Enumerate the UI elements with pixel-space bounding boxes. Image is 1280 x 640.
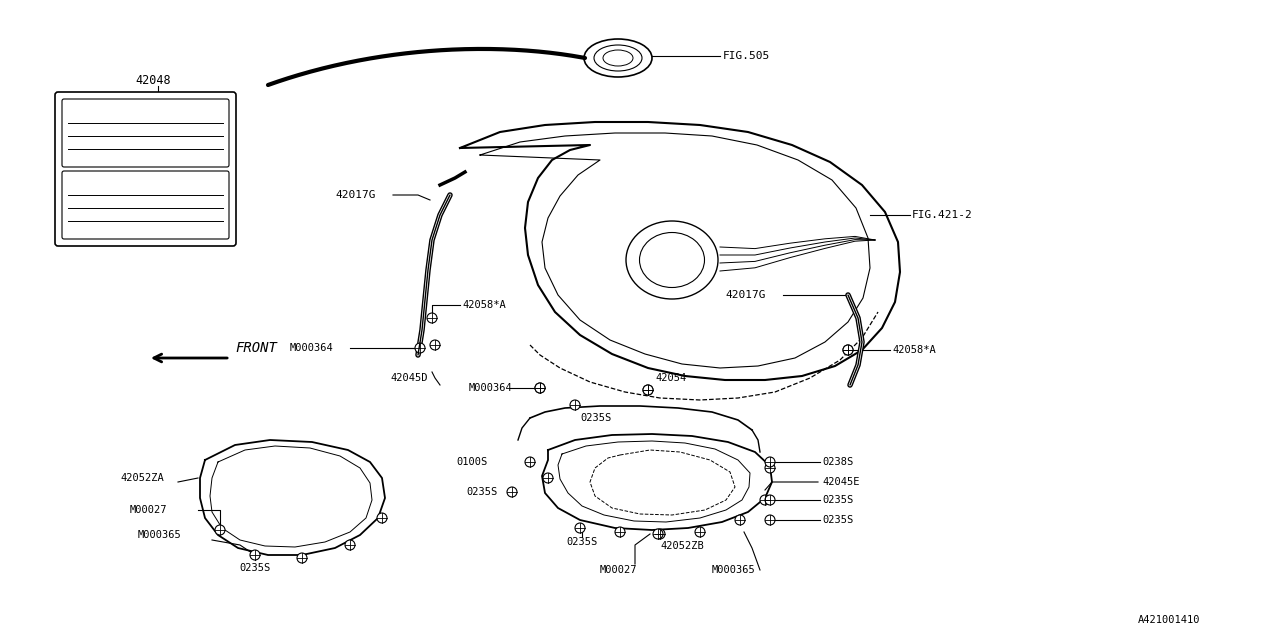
Ellipse shape: [584, 39, 652, 77]
Circle shape: [570, 400, 580, 410]
Text: M000365: M000365: [138, 530, 182, 540]
Text: 0235S: 0235S: [467, 487, 498, 497]
Circle shape: [378, 513, 387, 523]
Circle shape: [655, 529, 666, 539]
FancyBboxPatch shape: [61, 99, 229, 167]
Text: M000365: M000365: [712, 565, 755, 575]
Text: 42054: 42054: [655, 373, 686, 383]
Circle shape: [575, 523, 585, 533]
Text: 42052ZA: 42052ZA: [120, 473, 164, 483]
Circle shape: [346, 540, 355, 550]
Circle shape: [844, 345, 852, 355]
Text: 42045E: 42045E: [822, 477, 859, 487]
Text: M00027: M00027: [600, 565, 637, 575]
Circle shape: [535, 383, 545, 393]
Text: 42048: 42048: [134, 74, 170, 86]
Text: 0235S: 0235S: [822, 515, 854, 525]
Circle shape: [614, 527, 625, 537]
Text: 0235S: 0235S: [580, 413, 612, 423]
Circle shape: [297, 553, 307, 563]
Circle shape: [695, 527, 705, 537]
Text: FIG.421-2: FIG.421-2: [913, 210, 973, 220]
Circle shape: [765, 457, 774, 467]
Text: 0235S: 0235S: [239, 563, 270, 573]
Ellipse shape: [594, 45, 643, 71]
Text: M00027: M00027: [131, 505, 168, 515]
Circle shape: [735, 515, 745, 525]
Text: 42058*A: 42058*A: [892, 345, 936, 355]
Text: 42017G: 42017G: [724, 290, 765, 300]
Text: 0235S: 0235S: [822, 495, 854, 505]
Circle shape: [643, 385, 653, 395]
Circle shape: [428, 313, 436, 323]
FancyBboxPatch shape: [55, 92, 236, 246]
Ellipse shape: [640, 232, 704, 287]
Circle shape: [507, 487, 517, 497]
Text: 0235S: 0235S: [566, 537, 598, 547]
Circle shape: [765, 495, 774, 505]
Ellipse shape: [603, 50, 634, 66]
FancyBboxPatch shape: [61, 171, 229, 239]
Text: 42058*A: 42058*A: [462, 300, 506, 310]
Circle shape: [765, 463, 774, 473]
Text: 42052ZB: 42052ZB: [660, 541, 704, 551]
Text: FIG.505: FIG.505: [723, 51, 771, 61]
Circle shape: [653, 529, 663, 539]
Text: 42017G: 42017G: [335, 190, 375, 200]
Text: ⚠ WARNI NG: ⚠ WARNI NG: [114, 106, 177, 116]
Circle shape: [844, 345, 852, 355]
Text: 0238S: 0238S: [822, 457, 854, 467]
Circle shape: [250, 550, 260, 560]
Text: 42045D: 42045D: [390, 373, 428, 383]
Circle shape: [215, 525, 225, 535]
Text: A421001410: A421001410: [1138, 615, 1201, 625]
Text: ⚠ AVERTISSEMENT: ⚠ AVERTISSEMENT: [105, 179, 186, 188]
Circle shape: [543, 473, 553, 483]
Circle shape: [535, 383, 545, 393]
Circle shape: [765, 515, 774, 525]
Ellipse shape: [626, 221, 718, 299]
Text: M000364: M000364: [291, 343, 334, 353]
Text: 0100S: 0100S: [457, 457, 488, 467]
Circle shape: [525, 457, 535, 467]
Text: FRONT: FRONT: [236, 341, 276, 355]
Circle shape: [643, 385, 653, 395]
Circle shape: [430, 340, 440, 350]
Text: M000364: M000364: [468, 383, 512, 393]
Circle shape: [415, 343, 425, 353]
Circle shape: [760, 495, 771, 505]
